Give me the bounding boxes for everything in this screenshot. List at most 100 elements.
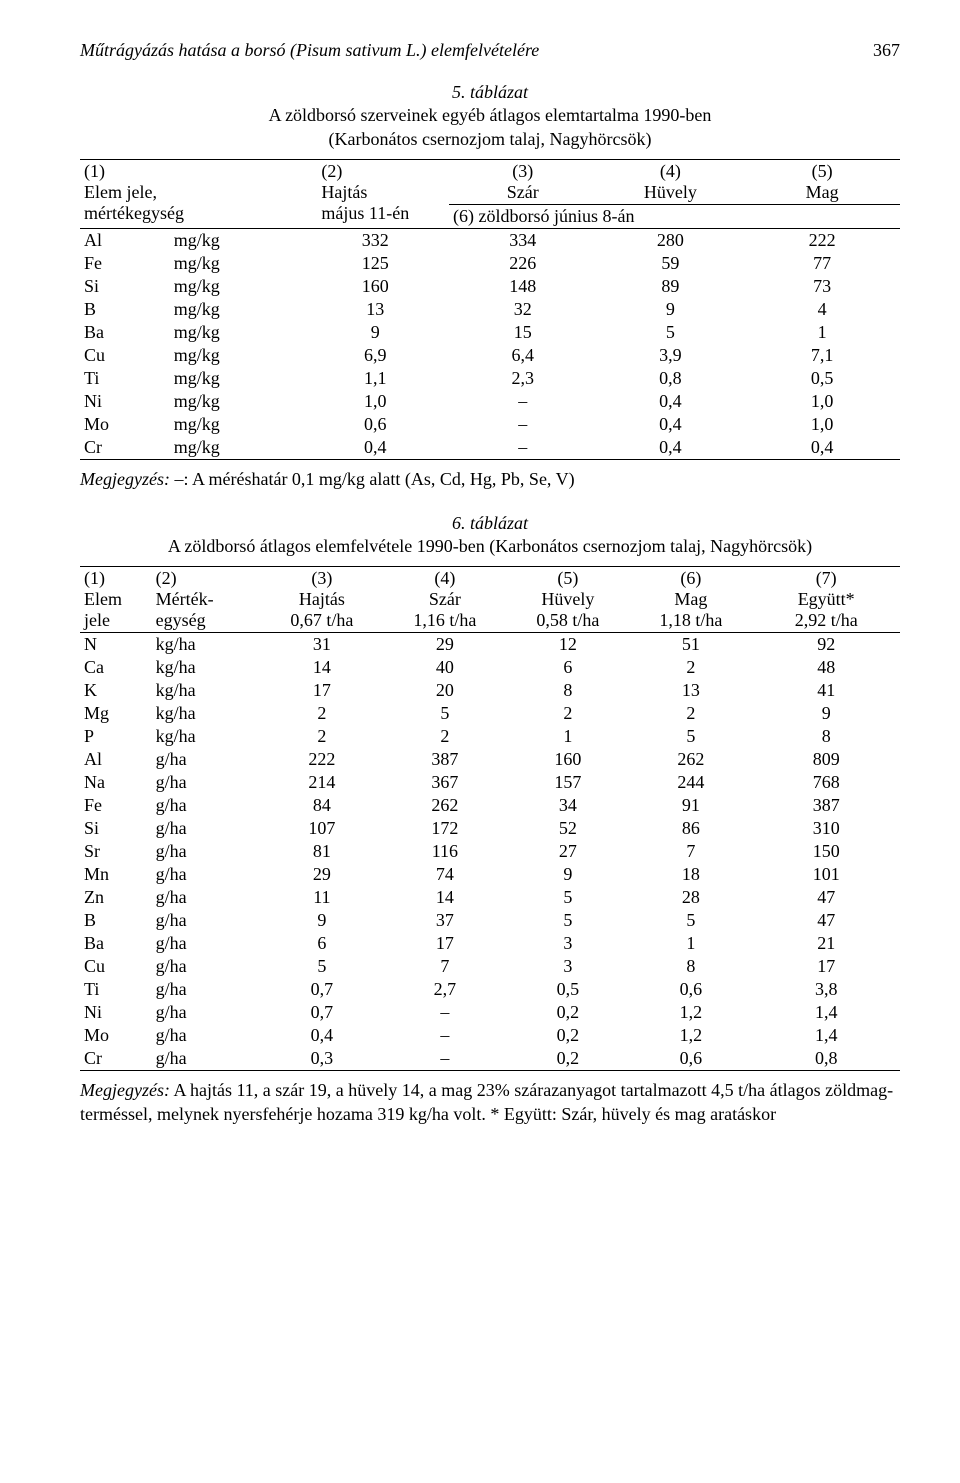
table6: (1) Elem jele (2) Mérték- egység (3) Haj… (80, 566, 900, 1071)
table-cell: 11 (260, 886, 383, 909)
t5-hdr-c5-num: (5) (812, 161, 833, 181)
table-cell: 12 (506, 633, 629, 657)
table-cell: mg/kg (154, 390, 302, 413)
table-cell: kg/ha (146, 702, 261, 725)
t5-hdr-c4-num: (4) (660, 161, 681, 181)
table-cell: g/ha (146, 932, 261, 955)
table-cell: Cr (80, 436, 154, 460)
t6-h7a: (7) (816, 568, 837, 588)
t5-hdr-c2-lab: Hajtás (321, 182, 367, 202)
table-cell: 17 (260, 679, 383, 702)
table-cell: Ni (80, 390, 154, 413)
table-cell: Cu (80, 955, 146, 978)
table-cell: 5 (629, 909, 752, 932)
table-cell: 262 (629, 748, 752, 771)
table-cell: 2,7 (383, 978, 506, 1001)
table-cell: 310 (752, 817, 900, 840)
table-cell: 7 (383, 955, 506, 978)
table-cell: Ba (80, 932, 146, 955)
table-cell: Ca (80, 656, 146, 679)
table5: (1) Elem jele, mértékegység (2) Hajtás m… (80, 159, 900, 460)
table-cell: 4 (744, 298, 900, 321)
table-cell: 280 (597, 229, 745, 253)
table-cell: 125 (301, 252, 449, 275)
t6-h2c: egység (156, 610, 206, 630)
t6-h5c: 0,58 t/ha (536, 610, 599, 630)
table-cell: 51 (629, 633, 752, 657)
table-cell: 29 (260, 863, 383, 886)
table6-note-text: A hajtás 11, a szár 19, a hüvely 14, a m… (80, 1080, 893, 1123)
table-row: Alg/ha222387160262809 (80, 748, 900, 771)
table-cell: 0,4 (597, 436, 745, 460)
table-cell: 0,6 (629, 1047, 752, 1071)
table-cell: g/ha (146, 909, 261, 932)
table-cell: Na (80, 771, 146, 794)
table-cell: 0,7 (260, 978, 383, 1001)
table-cell: 27 (506, 840, 629, 863)
table-cell: – (449, 390, 597, 413)
table-cell: 29 (383, 633, 506, 657)
t5-hdr-c2-num: (2) (321, 161, 342, 181)
table-cell: 262 (383, 794, 506, 817)
table-cell: 3,8 (752, 978, 900, 1001)
table-cell: 1 (506, 725, 629, 748)
table-cell: 6,4 (449, 344, 597, 367)
table-cell: 48 (752, 656, 900, 679)
table-cell: g/ha (146, 1047, 261, 1071)
t6-h7b: Együtt* (798, 589, 855, 609)
table-row: Femg/kg1252265977 (80, 252, 900, 275)
table-row: Mgkg/ha25229 (80, 702, 900, 725)
table-cell: mg/kg (154, 275, 302, 298)
table-cell: 0,4 (301, 436, 449, 460)
table-cell: mg/kg (154, 229, 302, 253)
table-cell: 148 (449, 275, 597, 298)
table-cell: 15 (449, 321, 597, 344)
t5-hdr-c1-lab2: mértékegység (84, 203, 184, 223)
table-row: Feg/ha842623491387 (80, 794, 900, 817)
table-cell: Ti (80, 367, 154, 390)
table-row: Cug/ha573817 (80, 955, 900, 978)
table5-number: 5. táblázat (452, 82, 528, 102)
table-cell: 89 (597, 275, 745, 298)
t6-h2a: (2) (156, 568, 177, 588)
table-cell: mg/kg (154, 413, 302, 436)
table-cell: 17 (383, 932, 506, 955)
table-cell: 14 (383, 886, 506, 909)
table-row: Timg/kg1,12,30,80,5 (80, 367, 900, 390)
t6-h3c: 0,67 t/ha (290, 610, 353, 630)
table-cell: g/ha (146, 771, 261, 794)
table-cell: 1,4 (752, 1001, 900, 1024)
t6-h2b: Mérték- (156, 589, 214, 609)
table-cell: 0,3 (260, 1047, 383, 1071)
table-row: Bamg/kg91551 (80, 321, 900, 344)
table-cell: Zn (80, 886, 146, 909)
table-cell: 37 (383, 909, 506, 932)
table-cell: 0,5 (744, 367, 900, 390)
t6-h5a: (5) (557, 568, 578, 588)
table-cell: g/ha (146, 978, 261, 1001)
table-cell: K (80, 679, 146, 702)
table-row: Nimg/kg1,0–0,41,0 (80, 390, 900, 413)
table-cell: – (383, 1047, 506, 1071)
table-cell: g/ha (146, 840, 261, 863)
table-cell: 0,2 (506, 1024, 629, 1047)
table5-title-line1: A zöldborsó szerveinek egyéb átlagos ele… (269, 105, 712, 125)
table-cell: 5 (506, 886, 629, 909)
table-cell: 8 (629, 955, 752, 978)
table-cell: B (80, 909, 146, 932)
table-cell: 28 (629, 886, 752, 909)
table-cell: 21 (752, 932, 900, 955)
table-cell: 9 (597, 298, 745, 321)
table-cell: Al (80, 229, 154, 253)
t5-hdr-c5-lab: Mag (806, 182, 839, 202)
table-cell: 1,2 (629, 1024, 752, 1047)
table-cell: 31 (260, 633, 383, 657)
table-cell: Cr (80, 1047, 146, 1071)
t6-h4c: 1,16 t/ha (413, 610, 476, 630)
table-cell: Si (80, 275, 154, 298)
table-cell: 41 (752, 679, 900, 702)
t6-h3b: Hajtás (299, 589, 345, 609)
table-cell: g/ha (146, 863, 261, 886)
table-cell: 5 (629, 725, 752, 748)
table-cell: 17 (752, 955, 900, 978)
